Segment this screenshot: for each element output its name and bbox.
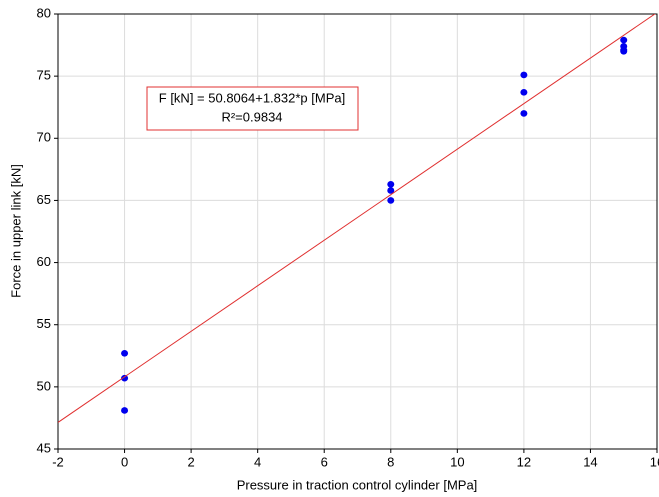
point <box>520 71 528 79</box>
x-tick-label: 10 <box>450 454 464 469</box>
x-tick-label: 8 <box>387 454 394 469</box>
point <box>620 36 628 44</box>
x-tick-label: 6 <box>321 454 328 469</box>
y-tick-label: 80 <box>37 5 51 20</box>
y-tick-label: 55 <box>37 316 51 331</box>
x-tick-label: 12 <box>517 454 531 469</box>
point <box>121 407 129 414</box>
x-tick-label: 4 <box>254 454 261 469</box>
y-axis-label: Force in upper link [kN] <box>8 164 23 298</box>
y-tick-label: 60 <box>37 254 51 269</box>
point <box>121 374 129 382</box>
annotation-box <box>146 86 359 131</box>
x-tick-label: 2 <box>187 454 194 469</box>
y-tick-label: 75 <box>37 68 51 83</box>
point <box>387 197 395 204</box>
annotation: R²=0.9834 <box>221 109 282 124</box>
point <box>121 350 129 357</box>
y-tick-label: 50 <box>37 378 51 393</box>
point <box>620 47 628 55</box>
y-tick-label: 65 <box>37 192 51 207</box>
x-tick-label: 0 <box>121 454 128 469</box>
x-tick-label: 16 <box>650 454 659 469</box>
point <box>387 187 395 194</box>
x-axis-label: Pressure in traction control cylinder [M… <box>237 477 478 492</box>
plot-frame <box>57 13 658 450</box>
plot-area <box>58 14 656 423</box>
point <box>520 110 528 117</box>
annotation: F [kN] = 50.8064+1.832*p [MPa] <box>159 90 345 105</box>
x-tick-label: -2 <box>52 454 64 469</box>
y-tick-label: 70 <box>37 130 51 145</box>
point <box>520 89 528 96</box>
y-tick-label: 45 <box>37 440 51 455</box>
point <box>387 180 395 188</box>
x-tick-label: 14 <box>583 454 597 469</box>
regression-line <box>58 14 656 423</box>
